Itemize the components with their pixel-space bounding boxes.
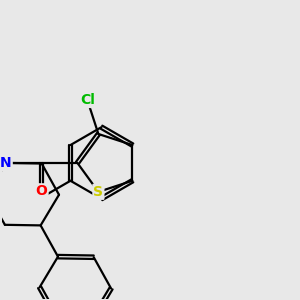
Text: O: O: [36, 184, 48, 198]
Text: Cl: Cl: [80, 93, 95, 107]
Text: S: S: [93, 185, 103, 199]
Text: N: N: [0, 156, 12, 170]
